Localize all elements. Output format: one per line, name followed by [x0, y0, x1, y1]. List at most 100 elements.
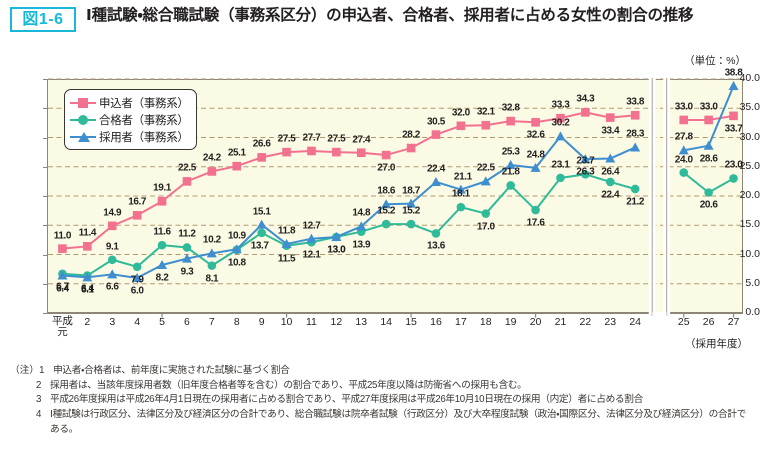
data-point-marker	[679, 115, 689, 125]
x-tick-label: 21	[554, 316, 567, 328]
note-text: Ⅰ種試験は行政区分、法律区分及び経済区分の合計であり、総合職試験は院卒者試験（行…	[50, 409, 746, 435]
data-point-marker	[704, 115, 713, 125]
data-point-marker	[257, 153, 266, 162]
x-tick-label: 23	[604, 316, 617, 328]
chart-header: 図1-6 Ⅰ種試験・総合職試験（事務系区分）の申込者、合格者、採用者に占める女性…	[0, 0, 760, 50]
x-axis-line	[47, 312, 743, 314]
y-tick-mark	[43, 137, 47, 139]
data-point-label: 11.5	[277, 253, 296, 265]
data-point-label: 28.2	[402, 129, 420, 141]
y-tick-label: 20.0	[739, 189, 760, 201]
notes-heading	[10, 379, 36, 394]
x-tick-label: 3	[109, 316, 116, 328]
data-point-label: 27.7	[302, 132, 321, 144]
note-number: 3	[36, 394, 42, 406]
data-point-label: 6.4	[56, 283, 69, 295]
data-point-label: 33.0	[674, 101, 693, 113]
x-tick-label: 11	[306, 316, 317, 328]
y-tick-mark	[43, 166, 47, 168]
legend-item-3: 採用者（事務系）	[70, 128, 189, 145]
y-tick-label: 15.0	[739, 218, 760, 231]
data-point-label: 28.6	[699, 153, 718, 165]
data-point-marker	[505, 159, 516, 169]
data-point-marker	[556, 113, 565, 123]
data-point-marker	[231, 244, 242, 254]
data-point-label: 27.8	[674, 131, 693, 143]
legend-item-1: 申込者（事務系）	[70, 94, 189, 111]
data-point-label: 28.3	[626, 128, 645, 140]
x-tick-label: 20	[529, 316, 542, 328]
note-number: 2	[36, 379, 42, 391]
data-point-label: 13.9	[352, 239, 371, 251]
data-point-label: 26.6	[252, 138, 271, 150]
note-number: 1	[39, 365, 45, 376]
data-point-marker	[182, 177, 192, 186]
data-point-marker	[107, 221, 117, 231]
data-point-label: 11.4	[78, 227, 97, 239]
x-tick-label: 平成元	[51, 315, 73, 339]
data-point-label: 6.6	[105, 281, 119, 293]
data-point-marker	[207, 167, 217, 176]
data-point-marker	[181, 253, 192, 263]
data-point-label: 33.7	[724, 123, 743, 135]
data-point-marker	[331, 231, 342, 241]
note-text: 申込者・合格者は、前年度に実施された試験に基づく割合	[53, 365, 290, 376]
data-point-marker	[381, 219, 391, 229]
data-point-marker	[381, 150, 391, 160]
data-point-label: 17.0	[476, 221, 495, 233]
data-point-label: 10.9	[227, 230, 246, 242]
data-point-marker	[157, 240, 167, 250]
data-point-marker	[481, 120, 491, 130]
note-number: 4	[36, 409, 42, 421]
data-point-marker	[605, 177, 615, 187]
x-tick-label: 18	[479, 316, 492, 328]
note-row: （注） 1 申込者・合格者は、前年度に実施された試験に基づく割合	[10, 364, 754, 379]
data-point-marker	[581, 108, 590, 117]
y-tick-mark	[43, 108, 47, 110]
x-tick-label: 17	[455, 316, 467, 328]
x-tick-label: 6	[184, 316, 190, 328]
data-point-label: 9.3	[180, 266, 194, 278]
notes-heading: （注）	[10, 365, 40, 376]
data-point-label: 12.7	[302, 220, 321, 232]
data-point-marker	[455, 184, 466, 194]
data-point-marker	[481, 209, 491, 218]
data-point-label: 11.6	[153, 226, 171, 238]
data-point-label: 13.0	[327, 244, 346, 256]
data-point-marker	[132, 211, 142, 220]
data-point-marker	[356, 221, 367, 231]
figure-number-badge: 図1-6	[10, 7, 76, 32]
data-point-label: 20.6	[699, 199, 718, 211]
data-point-marker	[530, 162, 541, 172]
data-point-label: 11.2	[178, 228, 196, 240]
data-point-marker	[107, 269, 118, 279]
data-point-label: 15.1	[252, 206, 271, 218]
data-point-marker	[704, 188, 713, 197]
y-tick-label: 35.0	[739, 101, 760, 114]
data-point-label: 21.2	[626, 196, 645, 208]
data-point-marker	[356, 148, 366, 158]
data-point-label: 18.7	[402, 185, 420, 197]
data-point-marker	[729, 111, 738, 121]
data-point-label: 6.0	[130, 285, 144, 297]
x-tick-label: 7	[208, 316, 215, 328]
data-point-marker	[506, 116, 515, 126]
x-tick-label: 10	[280, 316, 293, 328]
data-point-marker	[58, 244, 67, 253]
data-point-marker	[406, 219, 416, 229]
data-point-marker	[182, 243, 192, 252]
data-point-marker	[381, 199, 392, 209]
data-point-label: 22.4	[601, 189, 620, 201]
data-point-label: 19.1	[153, 182, 171, 194]
data-point-marker	[630, 142, 641, 152]
data-point-label: 26.4	[601, 166, 620, 178]
data-point-label: 6.7	[56, 281, 69, 293]
data-point-marker	[306, 233, 317, 243]
data-point-label: 27.0	[377, 162, 396, 174]
x-tick-label: 16	[430, 316, 442, 328]
data-point-marker	[257, 228, 266, 238]
data-point-label: 22.4	[427, 163, 445, 175]
data-point-marker	[729, 174, 738, 183]
x-tick-label: 22	[579, 316, 592, 328]
data-point-label: 15.2	[402, 205, 420, 217]
